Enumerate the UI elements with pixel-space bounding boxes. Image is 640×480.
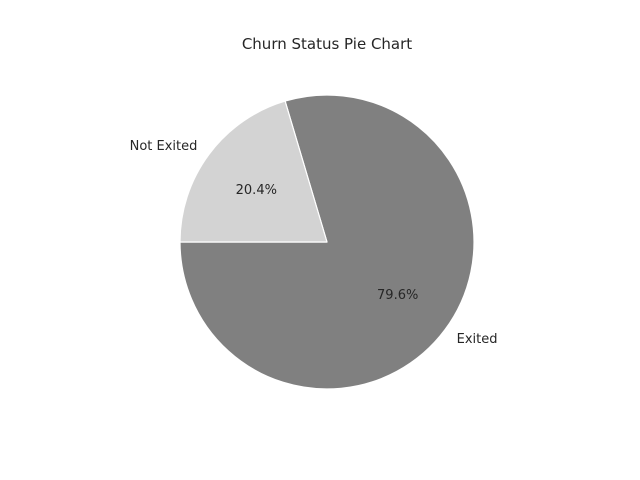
pie-slices [179,94,475,390]
chart-title: Churn Status Pie Chart [242,35,412,53]
pie-slice-not-exited [179,100,328,243]
pie-labels: 79.6% Exited 20.4% Not Exited [130,139,498,347]
pie-category-label-not-exited: Not Exited [130,139,198,154]
pie-pct-label-exited: 79.6% [377,288,418,303]
pie-pct-label-not-exited: 20.4% [236,183,277,198]
pie-category-label-exited: Exited [457,332,498,347]
